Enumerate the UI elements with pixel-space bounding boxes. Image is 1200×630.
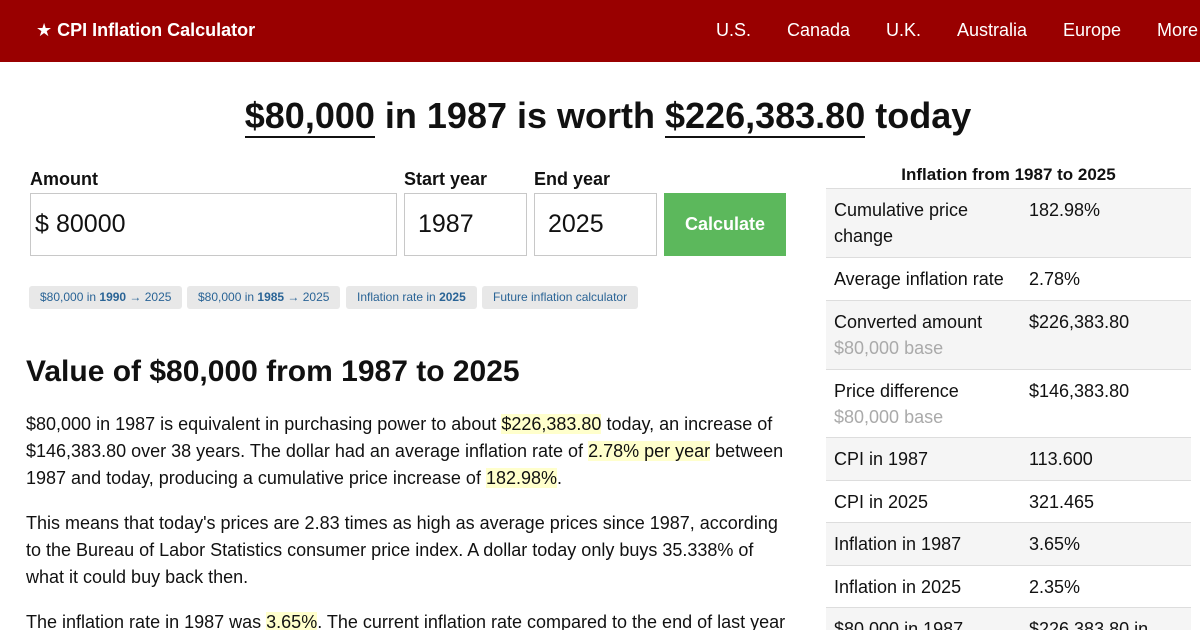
chip-text: Future inflation calculator <box>493 290 628 304</box>
chip-link-inflation-rate[interactable]: Inflation rate in 2025 <box>346 286 477 309</box>
headline-worth[interactable]: $226,383.80 <box>665 95 866 138</box>
text: between 1987 and today, producing a cumu… <box>26 441 784 488</box>
explanation-paragraph: This means that today's prices are 2.83 … <box>26 513 778 587</box>
end-year-label: End year <box>534 169 611 189</box>
row-sublabel: $80,000 base <box>834 407 944 427</box>
chip-text: $80,000 in <box>198 290 258 304</box>
highlight-rate-1987: 3.65% <box>266 612 318 630</box>
highlight-avg-rate: 2.78% per year <box>588 441 711 461</box>
row-value: 2.78% <box>1029 269 1081 289</box>
row-value: $226,383.80 in <box>1029 619 1149 630</box>
table-row: CPI in 2025 321.465 <box>826 481 1191 523</box>
chip-bold: 1985 <box>257 290 285 304</box>
chip-text: → 2025 <box>284 290 330 304</box>
nav-menu: U.S. Canada U.K. Australia Europe More <box>0 20 1200 44</box>
inflation-paragraph: The inflation rate in 1987 was 3.65%. Th… <box>26 609 796 630</box>
amount-label: Amount <box>30 169 98 189</box>
nav-item-more[interactable]: More <box>1157 20 1199 40</box>
table-row: $80,000 in 1987 $226,383.80 in <box>826 608 1191 630</box>
chip-bold: 2025 <box>439 290 466 304</box>
text: today, an increase of $146,383.80 over 3… <box>26 414 773 461</box>
inflation-summary-table: Inflation from 1987 to 2025 Cumulative p… <box>826 160 1191 630</box>
table-row: Converted amount $80,000 base $226,383.80 <box>826 301 1191 370</box>
chip-text: Inflation rate in <box>357 290 440 304</box>
row-label: Cumulative price change <box>834 200 969 246</box>
text: . The current inflation rate compared to… <box>317 612 786 630</box>
brand-logo-link[interactable]: ★ CPI Inflation Calculator <box>36 20 256 40</box>
table-row: Average inflation rate 2.78% <box>826 258 1191 301</box>
row-value: 3.65% <box>1029 534 1081 554</box>
chip-bold: 1990 <box>99 290 127 304</box>
text: The inflation rate in 1987 was <box>26 612 267 630</box>
row-label: Inflation in 1987 <box>834 534 962 554</box>
table-row: Inflation in 1987 3.65% <box>826 523 1191 566</box>
row-label: Average inflation rate <box>834 269 1004 289</box>
row-value: $146,383.80 <box>1029 381 1130 401</box>
start-year-input[interactable] <box>404 193 527 256</box>
row-label: CPI in 2025 <box>834 492 929 512</box>
row-label: $80,000 in 1987 <box>834 619 964 630</box>
nav-item-us[interactable]: U.S. <box>716 20 752 40</box>
row-label: CPI in 1987 <box>834 449 929 469</box>
headline-end: today <box>875 95 972 136</box>
nav-item-europe[interactable]: Europe <box>1063 20 1122 40</box>
table-row: Inflation in 2025 2.35% <box>826 566 1191 608</box>
nav-item-uk[interactable]: U.K. <box>886 20 922 40</box>
nav-item-canada[interactable]: Canada <box>787 20 851 40</box>
amount-input[interactable] <box>30 193 397 256</box>
highlight-worth: $226,383.80 <box>501 414 602 434</box>
calculate-button[interactable]: Calculate <box>664 193 786 256</box>
row-label: Inflation in 2025 <box>834 577 962 597</box>
chip-text: → 2025 <box>126 290 172 304</box>
table-title: Inflation from 1987 to 2025 <box>826 160 1191 189</box>
chip-link-future-calculator[interactable]: Future inflation calculator <box>482 286 639 309</box>
row-value: 182.98% <box>1029 200 1101 220</box>
row-label: Price difference $80,000 base <box>834 378 1019 430</box>
end-year-input[interactable] <box>534 193 657 256</box>
row-label: Converted amount $80,000 base <box>834 309 1019 361</box>
text: $80,000 in 1987 is equivalent in purchas… <box>26 414 502 434</box>
row-sublabel: $80,000 base <box>834 338 944 358</box>
nav-item-australia[interactable]: Australia <box>957 20 1028 40</box>
highlight-cumulative: 182.98% <box>485 468 558 488</box>
row-value: 2.35% <box>1029 577 1081 597</box>
row-value: 113.600 <box>1029 449 1093 469</box>
chip-link-1985[interactable]: $80,000 in 1985 → 2025 <box>187 286 341 309</box>
start-year-label: Start year <box>404 169 488 189</box>
table-row: Cumulative price change 182.98% <box>826 189 1191 258</box>
top-navigation-bar: ★ CPI Inflation Calculator U.S. Canada U… <box>0 0 1200 62</box>
currency-symbol: $ <box>35 210 49 238</box>
table-row: CPI in 1987 113.600 <box>826 438 1191 481</box>
row-value: 321.465 <box>1029 492 1095 512</box>
row-label-text: Price difference <box>834 381 959 401</box>
chip-text: $80,000 in <box>40 290 100 304</box>
text: . <box>557 468 563 488</box>
headline-middle: in 1987 is worth <box>384 95 655 136</box>
summary-paragraph: $80,000 in 1987 is equivalent in purchas… <box>26 411 796 492</box>
row-label-text: Converted amount <box>834 312 983 332</box>
headline-amount[interactable]: $80,000 <box>244 95 375 138</box>
row-value: $226,383.80 <box>1029 312 1130 332</box>
section-title: Value of $80,000 from 1987 to 2025 <box>26 355 520 388</box>
page-title: $80,000 in 1987 is worth $226,383.80 tod… <box>0 95 1200 138</box>
table-row: Price difference $80,000 base $146,383.80 <box>826 370 1191 438</box>
chip-link-1990[interactable]: $80,000 in 1990 → 2025 <box>29 286 183 309</box>
